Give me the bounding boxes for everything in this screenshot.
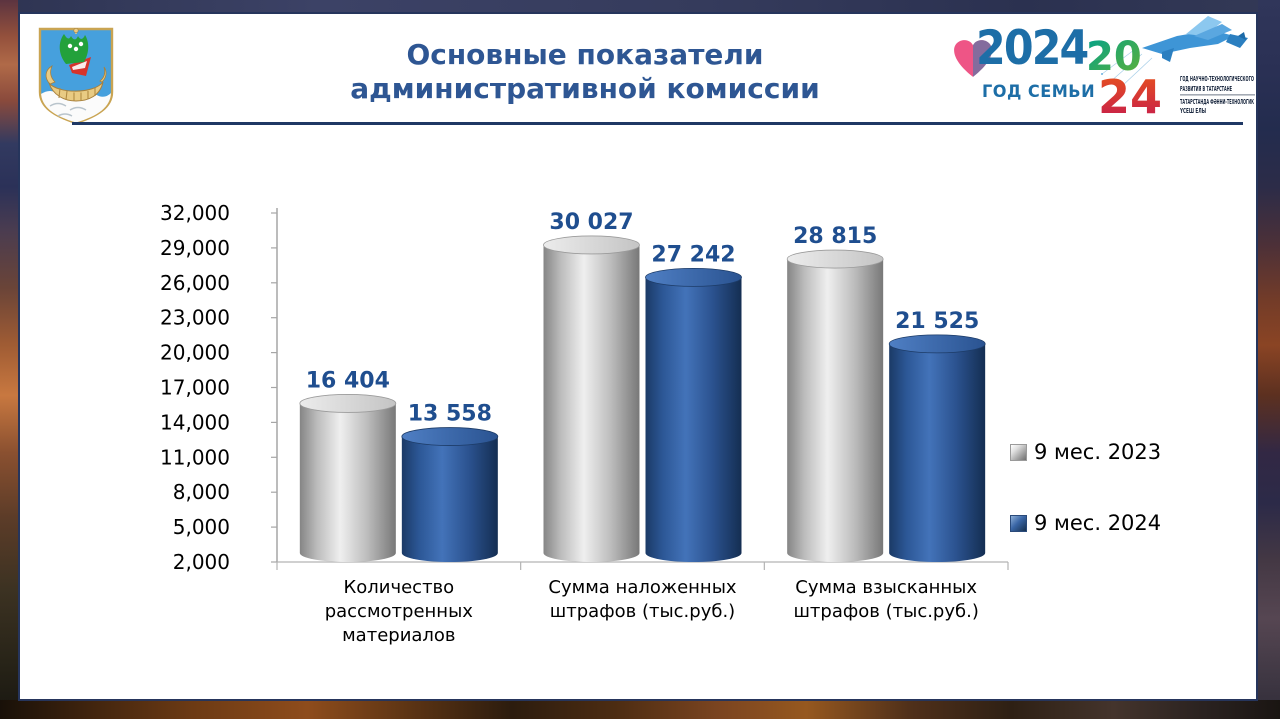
legend-item: 9 мес. 2024 xyxy=(1010,511,1162,535)
chart-legend: 9 мес. 2023 9 мес. 2024 xyxy=(1010,440,1162,583)
background-photo-strip-top xyxy=(0,0,1280,13)
y-tick-label: 26,000 xyxy=(160,271,230,295)
bar-chart: 2,000 5,000 8,000 11,000 14,000 17,000 20,000 2… xyxy=(130,190,1030,670)
legend-marker xyxy=(1010,514,1027,532)
background-photo-strip-right xyxy=(1258,0,1280,719)
tatarstan-2024-logo: 20 24 ГОД НАУЧНО-ТЕХНОЛОГИЧЕСКОГО РАЗВИТ… xyxy=(1086,16,1255,124)
bar-value-label: 28 815 xyxy=(793,224,877,249)
legend-label: 9 мес. 2023 xyxy=(1034,440,1162,464)
page-title-line2: административной комиссии xyxy=(350,72,820,105)
category-label: Сумма наложенных штрафов (тыс.руб.) xyxy=(548,577,736,622)
bar-value-label: 16 404 xyxy=(306,368,390,393)
tatarstan-logo-text-ru1: ГОД НАУЧНО-ТЕХНОЛОГИЧЕСКОГО xyxy=(1180,75,1254,83)
bar-cylinder-top xyxy=(401,427,499,446)
y-tick-label: 29,000 xyxy=(160,236,230,260)
y-tick-label: 32,000 xyxy=(160,201,230,225)
bar-cylinder-body xyxy=(401,436,498,562)
tatarstan-logo-text-ru2: РАЗВИТИЯ В ТАТАРСТАНЕ xyxy=(1180,85,1232,93)
y-tick-label: 14,000 xyxy=(160,410,230,434)
y-tick-label: 2,000 xyxy=(173,550,230,574)
bar-value-label: 27 242 xyxy=(651,242,735,267)
tatarstan-logo-digits-24: 24 xyxy=(1098,70,1162,124)
background-photo-strip-bottom xyxy=(0,700,1280,719)
header-divider xyxy=(72,122,1243,125)
bar-cylinder-body xyxy=(889,343,986,562)
winged-snow-leopard-icon xyxy=(1101,16,1248,87)
bar-value-label: 13 558 xyxy=(408,402,492,427)
bar-cylinder-body xyxy=(645,277,742,562)
tatarstan-logo-text-tt2: ҮСЕШ ЕЛЫ xyxy=(1179,107,1206,115)
bar-cylinder-body xyxy=(299,403,396,562)
legend-label: 9 мес. 2024 xyxy=(1034,511,1162,535)
bar-cylinder-top xyxy=(299,394,397,413)
tatarstan-logo-text-tt1: ТАТАРСТАНДА ФӘННИ-ТЕХНОЛОГИК xyxy=(1180,98,1254,106)
y-tick-label: 17,000 xyxy=(160,376,230,400)
y-tick-label: 8,000 xyxy=(173,480,230,504)
family-logo-year: 2024 xyxy=(976,20,1089,76)
bar-cylinder-top xyxy=(543,235,640,255)
bar-cylinder-top xyxy=(645,267,742,287)
legend-marker xyxy=(1010,443,1027,461)
page-title-line1: Основные показатели xyxy=(406,38,764,71)
tatarstan-logo-digits-20: 20 xyxy=(1086,34,1142,80)
heart-icon xyxy=(954,40,992,77)
background-photo-strip-left xyxy=(0,0,18,719)
category-label: Сумма взысканных штрафов (тыс.руб.) xyxy=(793,577,978,622)
coat-of-arms-icon xyxy=(38,27,114,125)
y-tick-label: 11,000 xyxy=(160,445,230,469)
legend-item: 9 мес. 2023 xyxy=(1010,440,1162,464)
y-tick-label: 5,000 xyxy=(173,515,230,539)
bar-cylinder-top xyxy=(786,249,884,269)
year-of-family-2024-logo: 2024 ГОД СЕМЬИ xyxy=(952,20,1095,119)
category-label: Количество рассмотренных материалов xyxy=(325,577,474,646)
bar-value-label: 21 525 xyxy=(895,309,979,334)
tatarstan-logo-divider xyxy=(1180,94,1255,96)
bar-cylinder-body xyxy=(543,244,640,562)
y-tick-label: 23,000 xyxy=(160,306,230,330)
bar-chart-canvas: 2,000 5,000 8,000 11,000 14,000 17,000 20,000 2… xyxy=(160,201,1009,646)
family-logo-caption: ГОД СЕМЬИ xyxy=(982,82,1096,102)
bar-cylinder-top xyxy=(888,334,986,354)
bar-value-label: 30 027 xyxy=(549,210,633,235)
page-title: Основные показатели административной ком… xyxy=(200,38,970,106)
bar-cylinder-body xyxy=(787,259,884,562)
y-tick-label: 20,000 xyxy=(160,341,230,365)
